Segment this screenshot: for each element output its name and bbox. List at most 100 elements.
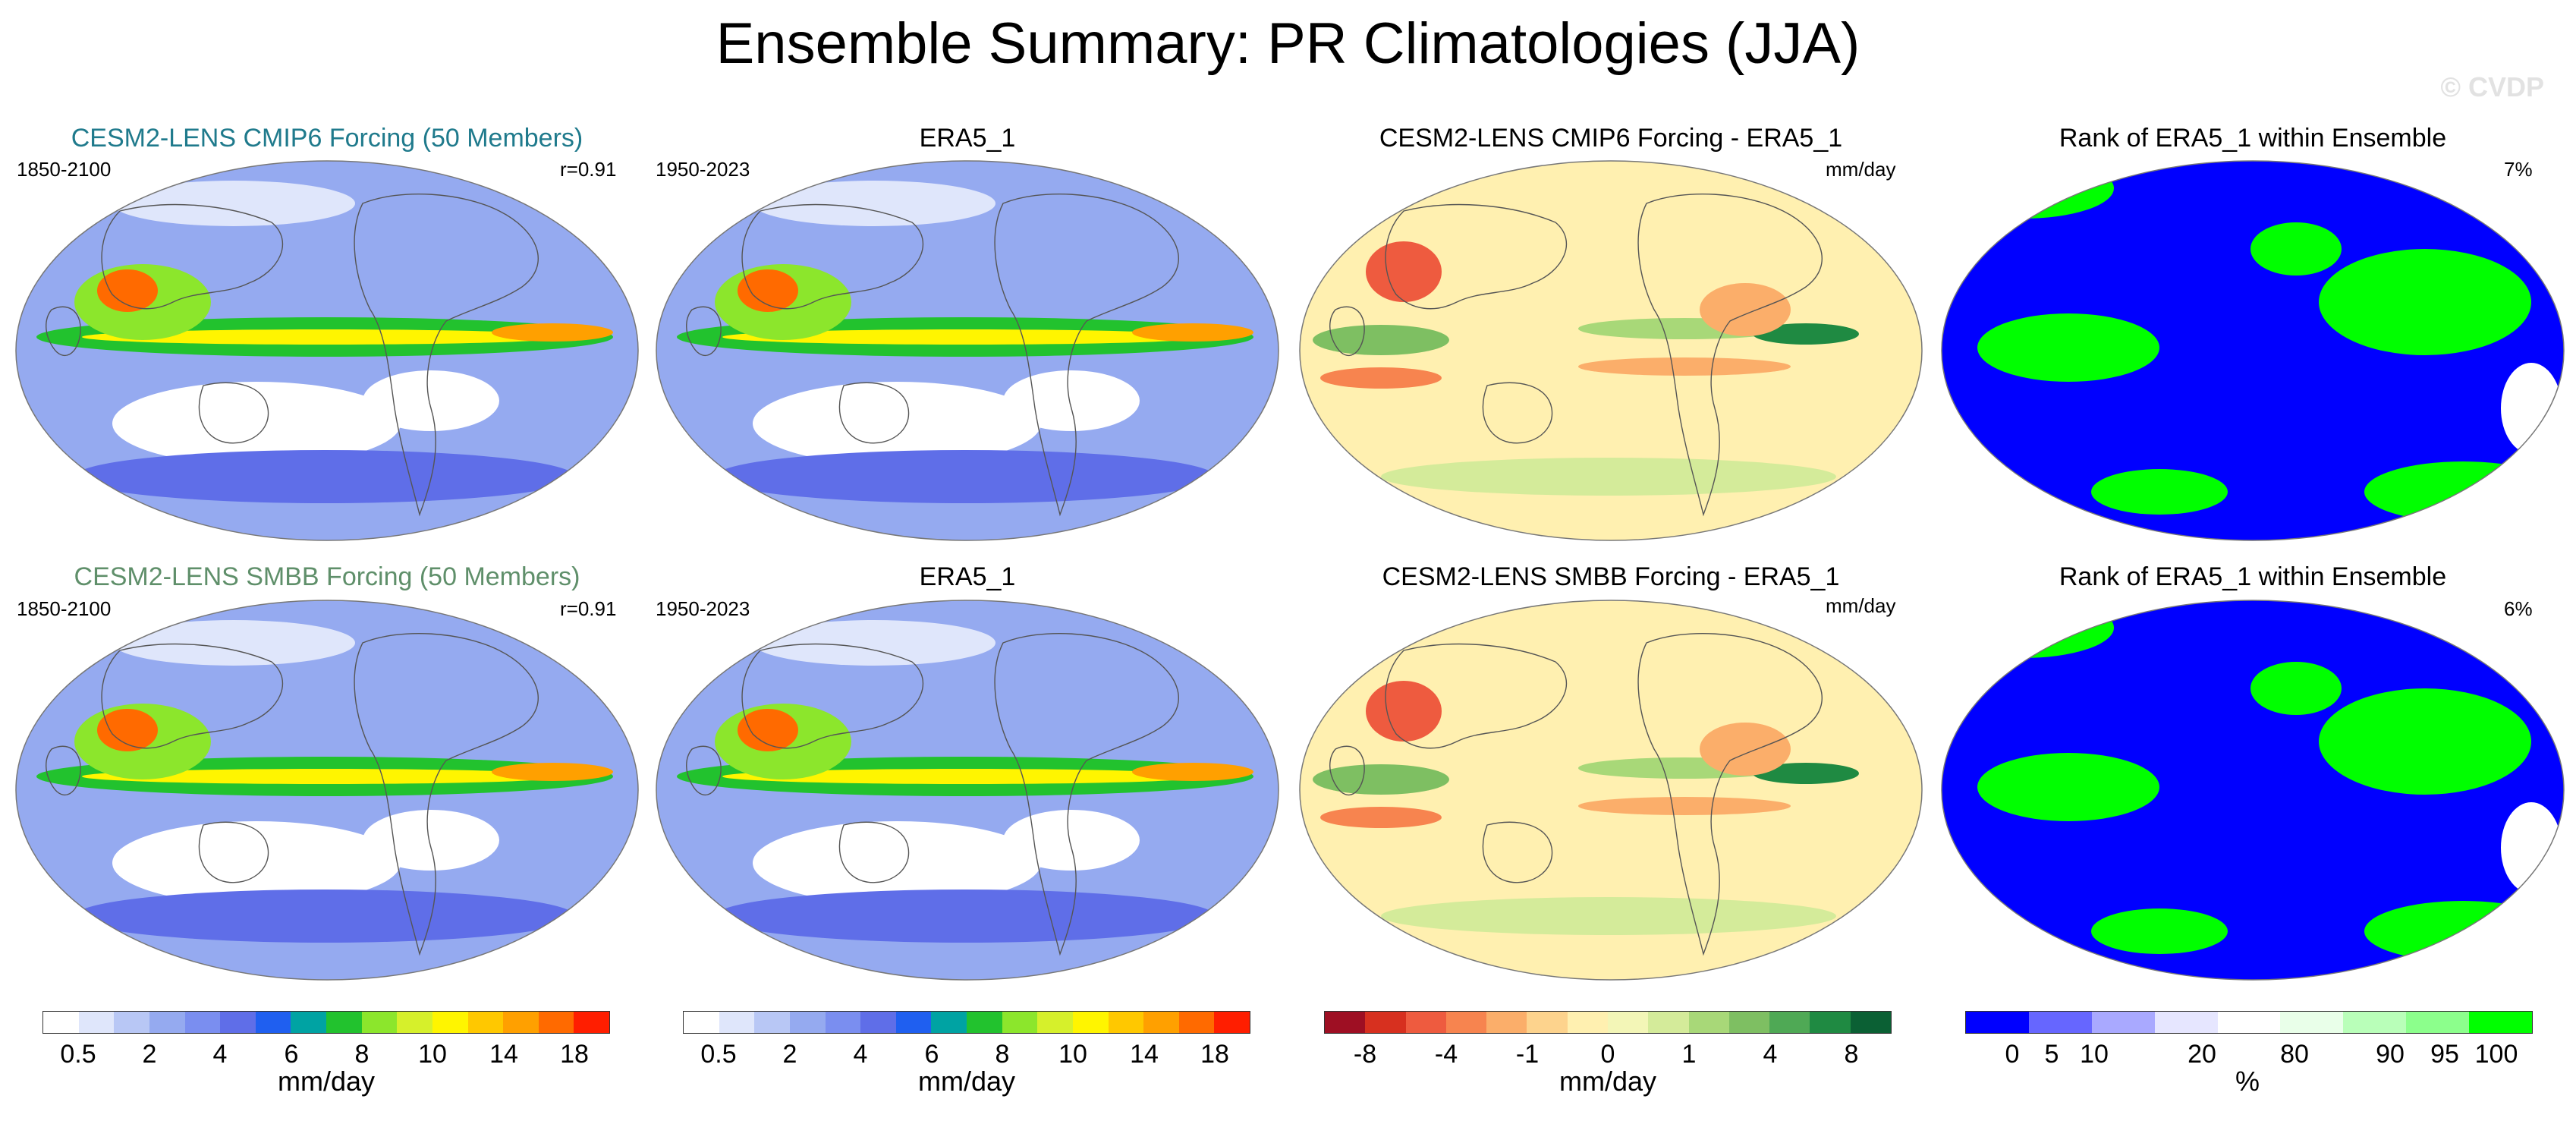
coastline [1637,193,1823,517]
coastline [1482,382,1553,444]
colorbar-precip-1-tick: 14 [489,1040,518,1069]
coastline [741,203,924,310]
panel-title-era5-row2: ERA5_1 [919,562,1016,591]
negative-anomaly [1320,367,1442,389]
dry-zone [1003,370,1140,431]
coastline [686,306,722,357]
colorbar-swatch [1486,1012,1527,1033]
high-rank-region [2364,901,2562,962]
colorbar-swatch [1567,1012,1608,1033]
dry-zone [753,382,1041,465]
globe-outline [1941,160,2565,541]
colorbar-swatch [2217,1012,2281,1033]
dry-zone [1003,810,1140,871]
dry-zone [112,821,401,905]
colorbar-swatch [1810,1012,1851,1033]
colorbar-swatch [1769,1012,1810,1033]
negative-anomaly [1320,807,1442,828]
globe-outline [15,160,639,541]
map-rank-row2 [1941,600,2565,981]
colorbar-precip-2-tick: 10 [1058,1040,1087,1069]
colorbar-swatch [684,1012,719,1033]
colorbar-rank-tick: 80 [2280,1040,2309,1069]
colorbar-diff-tick: 1 [1681,1040,1697,1069]
coastline [994,632,1179,956]
coastline [1637,632,1823,956]
negative-anomaly [1366,241,1442,302]
coastline [101,643,284,749]
map-diff-cmip6 [1299,160,1923,541]
map-field [656,161,1279,540]
map-field [1942,600,2564,980]
monsoon-core [97,269,158,312]
colorbar-swatch [1365,1012,1406,1033]
high-rank-region [2364,461,2562,522]
colorbar-rank-tick: 20 [2188,1040,2216,1069]
colorbar-diff-unit: mm/day [1558,1066,1657,1097]
colorbar-swatch [2028,1012,2092,1033]
colorbar-swatch [1405,1012,1446,1033]
map-field [16,600,638,980]
map-field [656,600,1279,980]
coastline [354,632,539,956]
colorbar-swatch [43,1012,79,1033]
atlantic-itcz [1132,323,1253,342]
colorbar-rank-tick: 0 [2005,1040,2020,1069]
colorbar-swatch [1178,1012,1215,1033]
field-band [715,890,1216,943]
mid-rank-region [2501,802,2562,893]
colorbar-swatch [1648,1012,1689,1033]
colorbar-swatch [2280,1012,2344,1033]
dry-zone [363,810,499,871]
colorbar-swatch [1002,1012,1038,1033]
panel-stat-rank-row1: 7% [2504,158,2533,181]
map-field [1300,161,1922,540]
colorbar-precip-1-tick: 10 [418,1040,447,1069]
coastline [994,193,1179,517]
high-rank-region [1977,313,2159,382]
map-cesm-smbb-climatology [15,600,639,981]
panel-title-rank-row2: Rank of ERA5_1 within Ensemble [2059,562,2447,591]
colorbar-precip-1-tick: 18 [560,1040,589,1069]
high-rank-region [2319,249,2531,355]
globe-outline [15,600,639,981]
high-rank-region [1942,161,2114,219]
panel-units-diff-cmip6: mm/day [1826,158,1896,181]
coastline [46,745,81,796]
colorbar-diff-tick: 4 [1763,1040,1778,1069]
colorbar-swatch [1072,1012,1109,1033]
colorbar-precip-1-unit: mm/day [277,1066,376,1097]
colorbar-precip-2 [683,1011,1250,1034]
atlantic-itcz [492,763,613,781]
globe-outline [1299,600,1923,981]
coastline [1385,203,1568,310]
high-rank-region [2250,222,2342,276]
high-rank-region [2091,908,2228,954]
colorbar-precip-2-tick: 8 [995,1040,1010,1069]
negative-anomaly [1366,681,1442,742]
field-band [753,620,995,666]
colorbar-rank-tick: 90 [2376,1040,2405,1069]
colorbar-swatch [78,1012,115,1033]
colorbar-swatch [220,1012,256,1033]
itcz-core [82,769,568,784]
map-era5-climatology-row1 [656,160,1279,541]
panel-title-rank-row1: Rank of ERA5_1 within Ensemble [2059,124,2447,153]
colorbar-swatch [2091,1012,2155,1033]
positive-anomaly [1753,323,1859,345]
panel-years-cesm-cmip6: 1850-2100 [17,158,112,181]
colorbar-swatch [397,1012,432,1033]
colorbar-swatch [114,1012,149,1033]
colorbar-swatch [291,1012,326,1033]
colorbar-swatch [1108,1012,1144,1033]
colorbar-precip-1-tick: 0.5 [60,1040,96,1069]
map-field [1300,600,1922,980]
panel-stat-cesm-smbb: r=0.91 [560,597,617,620]
colorbar-swatch [2343,1012,2407,1033]
colorbar-rank-tick: 95 [2430,1040,2459,1069]
colorbar-swatch [361,1012,398,1033]
colorbar-swatch [2469,1012,2533,1033]
colorbar-precip-2-unit: mm/day [917,1066,1016,1097]
panel-years-cesm-smbb: 1850-2100 [17,597,112,620]
panel-years-era5-row1: 1950-2023 [656,158,750,181]
